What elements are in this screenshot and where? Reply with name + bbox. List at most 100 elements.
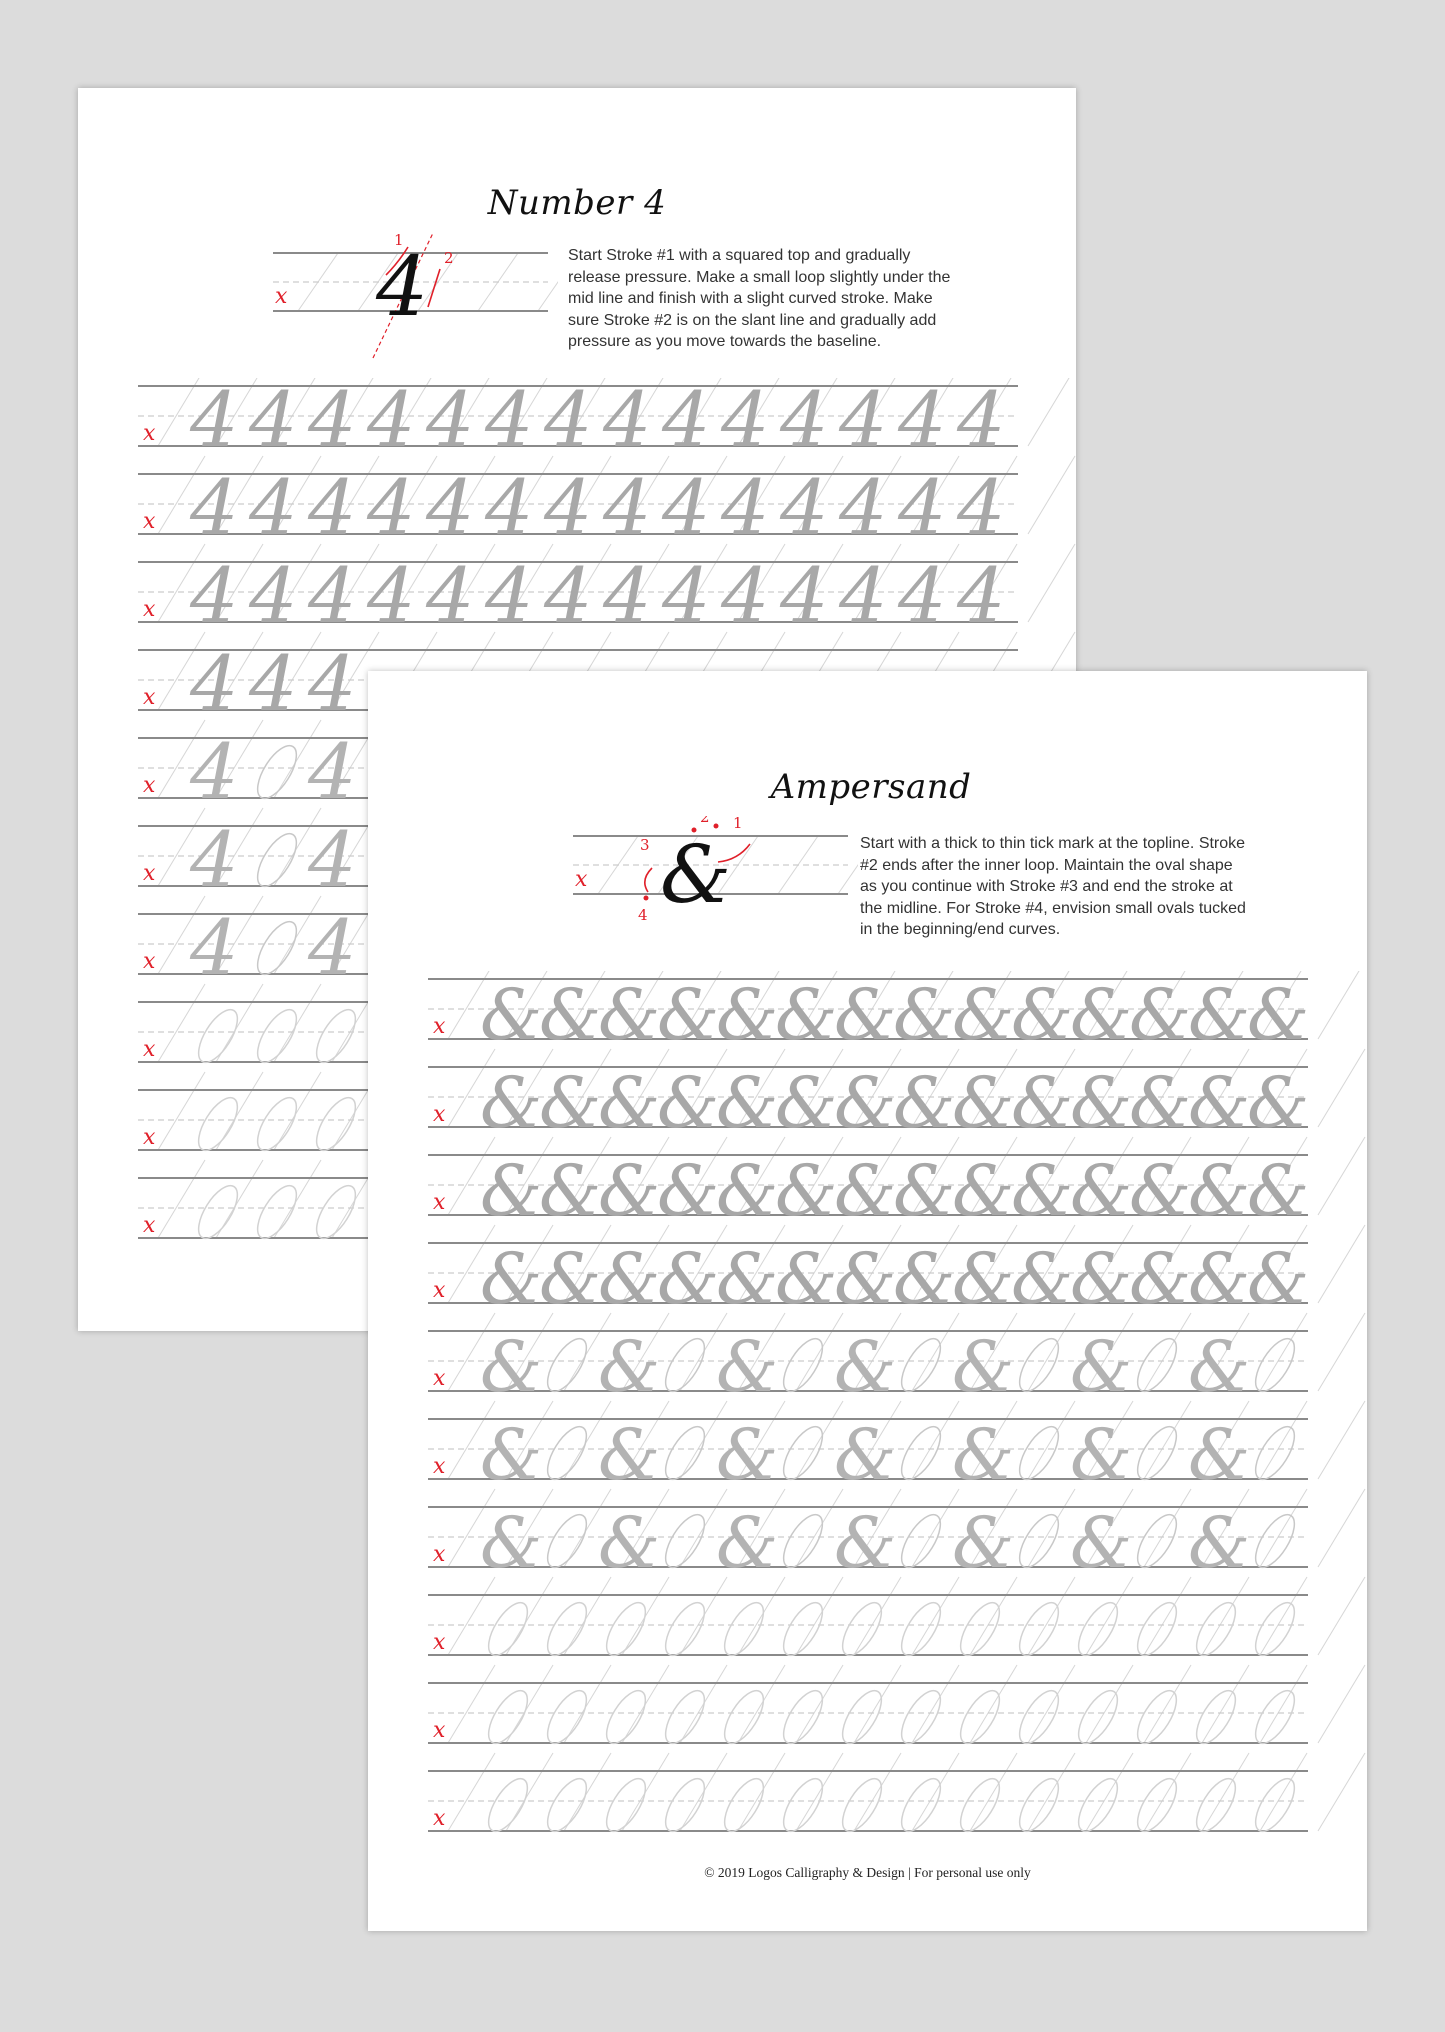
trace-glyph: &	[480, 1414, 542, 1496]
slant-line	[1143, 971, 1186, 1040]
trace-oval	[1018, 1425, 1060, 1481]
x-height-marker: x	[433, 1278, 446, 1303]
trace-glyph: &	[952, 1326, 1014, 1408]
trace-glyph: &	[952, 1062, 1014, 1144]
slant-line	[273, 719, 322, 799]
slant-line	[853, 1312, 902, 1392]
trace-oval	[841, 1689, 883, 1745]
slant-guide-line	[372, 233, 434, 359]
slant-line	[737, 378, 780, 447]
trace-glyph: &	[1188, 1502, 1250, 1584]
slant-line	[1085, 1312, 1134, 1392]
slant-line	[1317, 971, 1360, 1040]
x-height-marker: x	[433, 1542, 446, 1567]
slant-line	[795, 378, 838, 447]
slant-line	[969, 455, 1018, 535]
trace-glyph: 4	[661, 463, 710, 552]
trace-glyph: &	[539, 1150, 601, 1232]
slant-line	[215, 719, 264, 799]
x-height-marker: x	[143, 1037, 156, 1062]
slant-line	[563, 1224, 612, 1304]
slant-line	[853, 1576, 902, 1656]
slant-line	[505, 543, 554, 623]
trace-glyph: 4	[307, 463, 356, 552]
slant-line	[537, 281, 558, 312]
slant-line	[1143, 1400, 1192, 1480]
slant-line	[1027, 1136, 1076, 1216]
slant-line	[737, 455, 786, 535]
trace-glyph: &	[893, 1150, 955, 1232]
trace-glyph: 4	[838, 378, 887, 464]
trace-oval	[1136, 1777, 1178, 1833]
trace-oval	[1136, 1601, 1178, 1657]
slant-line	[1317, 1488, 1366, 1568]
trace-oval	[1018, 1601, 1060, 1657]
trace-glyph: 4	[720, 378, 769, 464]
trace-glyph: 4	[779, 463, 828, 552]
trace-glyph: &	[539, 1238, 601, 1320]
slant-line	[737, 1312, 786, 1392]
trace-oval	[900, 1689, 942, 1745]
trace-oval	[900, 1425, 942, 1481]
trace-glyph: 4	[425, 551, 474, 640]
x-height-marker: x	[275, 284, 288, 309]
slant-line	[1027, 1312, 1076, 1392]
trace-glyph: 4	[661, 551, 710, 640]
slant-line	[215, 455, 264, 535]
trace-oval	[841, 1601, 883, 1657]
slant-line	[621, 1136, 670, 1216]
slant-line	[853, 455, 902, 535]
trace-glyph: 4	[720, 551, 769, 640]
slant-line	[215, 378, 258, 447]
trace-glyph: &	[657, 1150, 719, 1232]
x-height-marker: x	[143, 1125, 156, 1150]
x-height-marker: x	[143, 509, 156, 534]
trace-glyph: &	[893, 1062, 955, 1144]
slant-line	[273, 807, 322, 887]
model-glyph: &	[660, 828, 731, 921]
slant-line	[1201, 1576, 1250, 1656]
slant-line	[157, 807, 206, 887]
slant-line	[621, 1048, 670, 1128]
slant-line	[505, 971, 548, 1040]
trace-oval	[959, 1689, 1001, 1745]
trace-glyph: &	[1011, 974, 1073, 1056]
trace-oval	[256, 1008, 298, 1064]
trace-glyph: &	[716, 1326, 778, 1408]
trace-oval	[256, 920, 298, 976]
trace-oval	[605, 1777, 647, 1833]
slant-line	[1027, 1488, 1076, 1568]
trace-oval	[546, 1689, 588, 1745]
slant-line	[389, 543, 438, 623]
trace-glyph: &	[598, 974, 660, 1056]
slant-line	[911, 455, 960, 535]
trace-glyph: &	[1247, 1238, 1309, 1320]
trace-glyph: &	[1070, 974, 1132, 1056]
trace-glyph: &	[1129, 974, 1191, 1056]
slant-line	[273, 895, 322, 975]
stroke-number: 1	[733, 816, 743, 832]
trace-oval	[605, 1601, 647, 1657]
slant-line	[505, 1400, 554, 1480]
slant-line	[853, 378, 896, 447]
slant-line	[447, 1664, 496, 1744]
trace-glyph: 4	[484, 378, 533, 464]
practice-row: x	[428, 1664, 1366, 1745]
slant-line	[737, 1224, 786, 1304]
slant-line	[273, 1071, 322, 1151]
trace-glyph: 4	[602, 378, 651, 464]
trace-oval	[1195, 1777, 1237, 1833]
slant-line	[1317, 1136, 1366, 1216]
slant-line	[563, 1752, 612, 1832]
trace-glyph: &	[480, 1238, 542, 1320]
page-title: Number 4	[487, 183, 667, 223]
trace-oval	[546, 1601, 588, 1657]
trace-glyph: &	[598, 1502, 660, 1584]
trace-glyph: 4	[189, 815, 238, 904]
trace-oval	[782, 1777, 824, 1833]
slant-line	[1143, 1136, 1192, 1216]
trace-glyph: 4	[779, 378, 828, 464]
trace-glyph: 4	[307, 378, 356, 464]
trace-oval	[1136, 1689, 1178, 1745]
